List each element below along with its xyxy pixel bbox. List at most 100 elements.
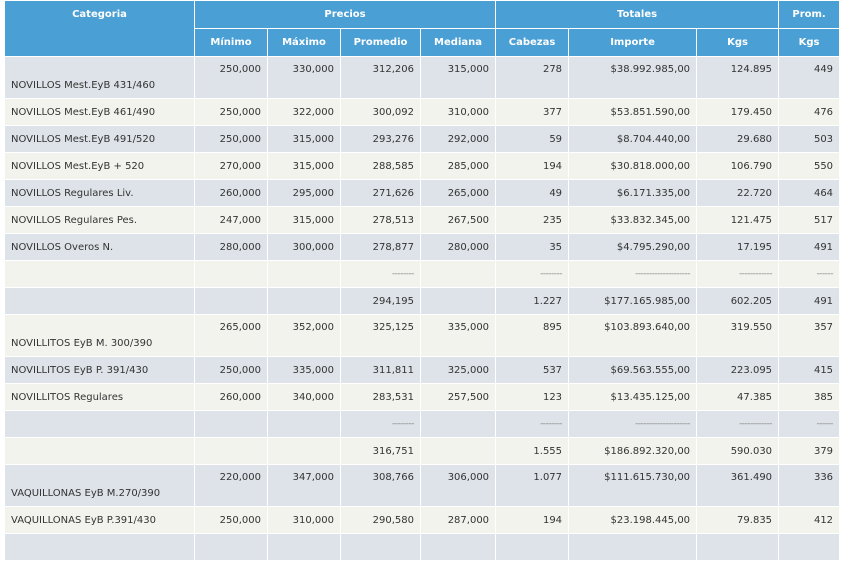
table-row[interactable]: NOVILLITOS EyB M. 300/390 265,000 352,000 3… xyxy=(4,314,841,357)
minimo-cell: 265,000 xyxy=(194,314,268,357)
prom-kgs-cell: 503 xyxy=(778,125,841,153)
minimo-cell xyxy=(194,410,268,438)
promedio-cell: 311,811 xyxy=(340,356,421,384)
promedio-cell: 288,585 xyxy=(340,152,421,180)
cabezas-cell: 278 xyxy=(495,56,570,99)
cabezas-cell: 123 xyxy=(495,383,570,411)
cabezas-cell: 59 xyxy=(495,125,570,153)
kgs-cell: 106.790 xyxy=(696,152,780,180)
prom-kgs-cell: 550 xyxy=(778,152,841,180)
maximo-cell: 315,000 xyxy=(267,152,341,180)
table-row[interactable]: NOVILLOS Overos N. 280,000 300,000 278,877 2… xyxy=(4,233,841,261)
cabezas-cell: 49 xyxy=(495,179,570,207)
prom-kgs-cell: 449 xyxy=(778,56,841,99)
table-row[interactable]: NOVILLOS Mest.EyB 431/460 250,000 330,000 3… xyxy=(4,56,841,99)
minimo-cell xyxy=(194,260,268,288)
category-cell: NOVILLOS Mest.EyB + 520 xyxy=(4,152,195,180)
prom-kgs-cell: 336 xyxy=(778,464,841,507)
minimo-cell: 250,000 xyxy=(194,356,268,384)
category-cell: NOVILLITOS EyB M. 300/390 xyxy=(4,314,195,357)
prom-kgs-cell: 464 xyxy=(778,179,841,207)
table-row[interactable]: VAQUILLONAS EyB P.391/430 250,000 310,000 2… xyxy=(4,506,841,534)
table-row[interactable]: 294,195 1.227 $177.165.985,00 602.205 491 xyxy=(4,287,841,315)
mediana-cell: 267,500 xyxy=(419,206,497,234)
maximo-cell xyxy=(267,437,341,465)
col-header-prom-kgs[interactable]: Kgs xyxy=(778,28,841,57)
cabezas-cell: 1.555 xyxy=(495,437,570,465)
table-row[interactable]: -------- -------- -------------------- ----… xyxy=(4,260,841,288)
mediana-cell: 315,000 xyxy=(419,56,497,99)
importe-cell: $177.165.985,00 xyxy=(568,287,698,315)
minimo-cell: 280,000 xyxy=(194,233,268,261)
cabezas-cell xyxy=(495,533,570,561)
minimo-cell xyxy=(194,437,268,465)
table-row[interactable]: NOVILLOS Mest.EyB + 520 270,000 315,000 288… xyxy=(4,152,841,180)
table-row[interactable]: 316,751 1.555 $186.892.320,00 590.030 379 xyxy=(4,437,841,465)
kgs-cell: 124.895 xyxy=(696,56,780,99)
importe-cell: $33.832.345,00 xyxy=(568,206,698,234)
maximo-cell xyxy=(267,287,341,315)
kgs-cell: 121.475 xyxy=(696,206,780,234)
minimo-cell: 250,000 xyxy=(194,506,268,534)
table-row[interactable]: NOVILLITOS EyB P. 391/430 250,000 335,000 3… xyxy=(4,356,841,384)
col-header-categoria[interactable]: Categoria xyxy=(4,0,195,57)
table-row[interactable]: NOVILLOS Regulares Pes. 247,000 315,000 278… xyxy=(4,206,841,234)
cabezas-cell: -------- xyxy=(495,260,570,288)
table-row[interactable]: NOVILLOS Mest.EyB 491/520 250,000 315,000 2… xyxy=(4,125,841,153)
col-header-maximo[interactable]: Máximo xyxy=(267,28,341,57)
prom-kgs-cell: 491 xyxy=(778,287,841,315)
minimo-cell: 250,000 xyxy=(194,56,268,99)
table-row[interactable]: NOVILLOS Mest.EyB 461/490 250,000 322,000 3… xyxy=(4,98,841,126)
col-header-mediana[interactable]: Mediana xyxy=(419,28,497,57)
promedio-cell: 283,531 xyxy=(340,383,421,411)
table-row[interactable] xyxy=(4,533,841,561)
col-header-promedio[interactable]: Promedio xyxy=(340,28,421,57)
category-cell xyxy=(4,287,195,315)
category-cell: NOVILLOS Overos N. xyxy=(4,233,195,261)
prom-kgs-cell: 476 xyxy=(778,98,841,126)
col-header-kgs[interactable]: Kgs xyxy=(696,28,780,57)
cabezas-cell: 194 xyxy=(495,506,570,534)
prom-kgs-cell: 412 xyxy=(778,506,841,534)
importe-cell: $38.992.985,00 xyxy=(568,56,698,99)
maximo-cell: 347,000 xyxy=(267,464,341,507)
category-cell: NOVILLOS Mest.EyB 491/520 xyxy=(4,125,195,153)
maximo-cell: 315,000 xyxy=(267,125,341,153)
kgs-cell: 29.680 xyxy=(696,125,780,153)
promedio-cell: -------- xyxy=(340,410,421,438)
promedio-cell: 278,513 xyxy=(340,206,421,234)
mediana-cell: 257,500 xyxy=(419,383,497,411)
header-row-columns: Mínimo Máximo Promedio Mediana Cabezas I… xyxy=(5,28,841,57)
table-row[interactable]: VAQUILLONAS EyB M.270/390 220,000 347,000 3… xyxy=(4,464,841,507)
prom-kgs-cell: 517 xyxy=(778,206,841,234)
kgs-cell: 47.385 xyxy=(696,383,780,411)
cabezas-cell: 377 xyxy=(495,98,570,126)
col-header-minimo[interactable]: Mínimo xyxy=(194,28,268,57)
importe-cell: $13.435.125,00 xyxy=(568,383,698,411)
minimo-cell xyxy=(194,287,268,315)
maximo-cell: 322,000 xyxy=(267,98,341,126)
mediana-cell: 292,000 xyxy=(419,125,497,153)
category-cell: NOVILLOS Regulares Liv. xyxy=(4,179,195,207)
importe-cell: $4.795.290,00 xyxy=(568,233,698,261)
kgs-cell: 602.205 xyxy=(696,287,780,315)
minimo-cell: 250,000 xyxy=(194,125,268,153)
mediana-cell: 287,000 xyxy=(419,506,497,534)
prom-kgs-cell: 357 xyxy=(778,314,841,357)
kgs-cell: 361.490 xyxy=(696,464,780,507)
table-row[interactable]: -------- -------- -------------------- ----… xyxy=(4,410,841,438)
category-cell: VAQUILLONAS EyB P.391/430 xyxy=(4,506,195,534)
mediana-cell xyxy=(419,287,497,315)
mediana-cell: 325,000 xyxy=(419,356,497,384)
table-row[interactable]: NOVILLITOS Regulares 260,000 340,000 283,53… xyxy=(4,383,841,411)
importe-cell: $186.892.320,00 xyxy=(568,437,698,465)
maximo-cell: 315,000 xyxy=(267,206,341,234)
importe-cell: $111.615.730,00 xyxy=(568,464,698,507)
col-header-importe[interactable]: Importe xyxy=(568,28,698,57)
col-header-cabezas[interactable]: Cabezas xyxy=(495,28,570,57)
table-row[interactable]: NOVILLOS Regulares Liv. 260,000 295,000 271… xyxy=(4,179,841,207)
kgs-cell: 17.195 xyxy=(696,233,780,261)
kgs-cell: 79.835 xyxy=(696,506,780,534)
minimo-cell xyxy=(194,533,268,561)
prom-kgs-cell: ------ xyxy=(778,410,841,438)
